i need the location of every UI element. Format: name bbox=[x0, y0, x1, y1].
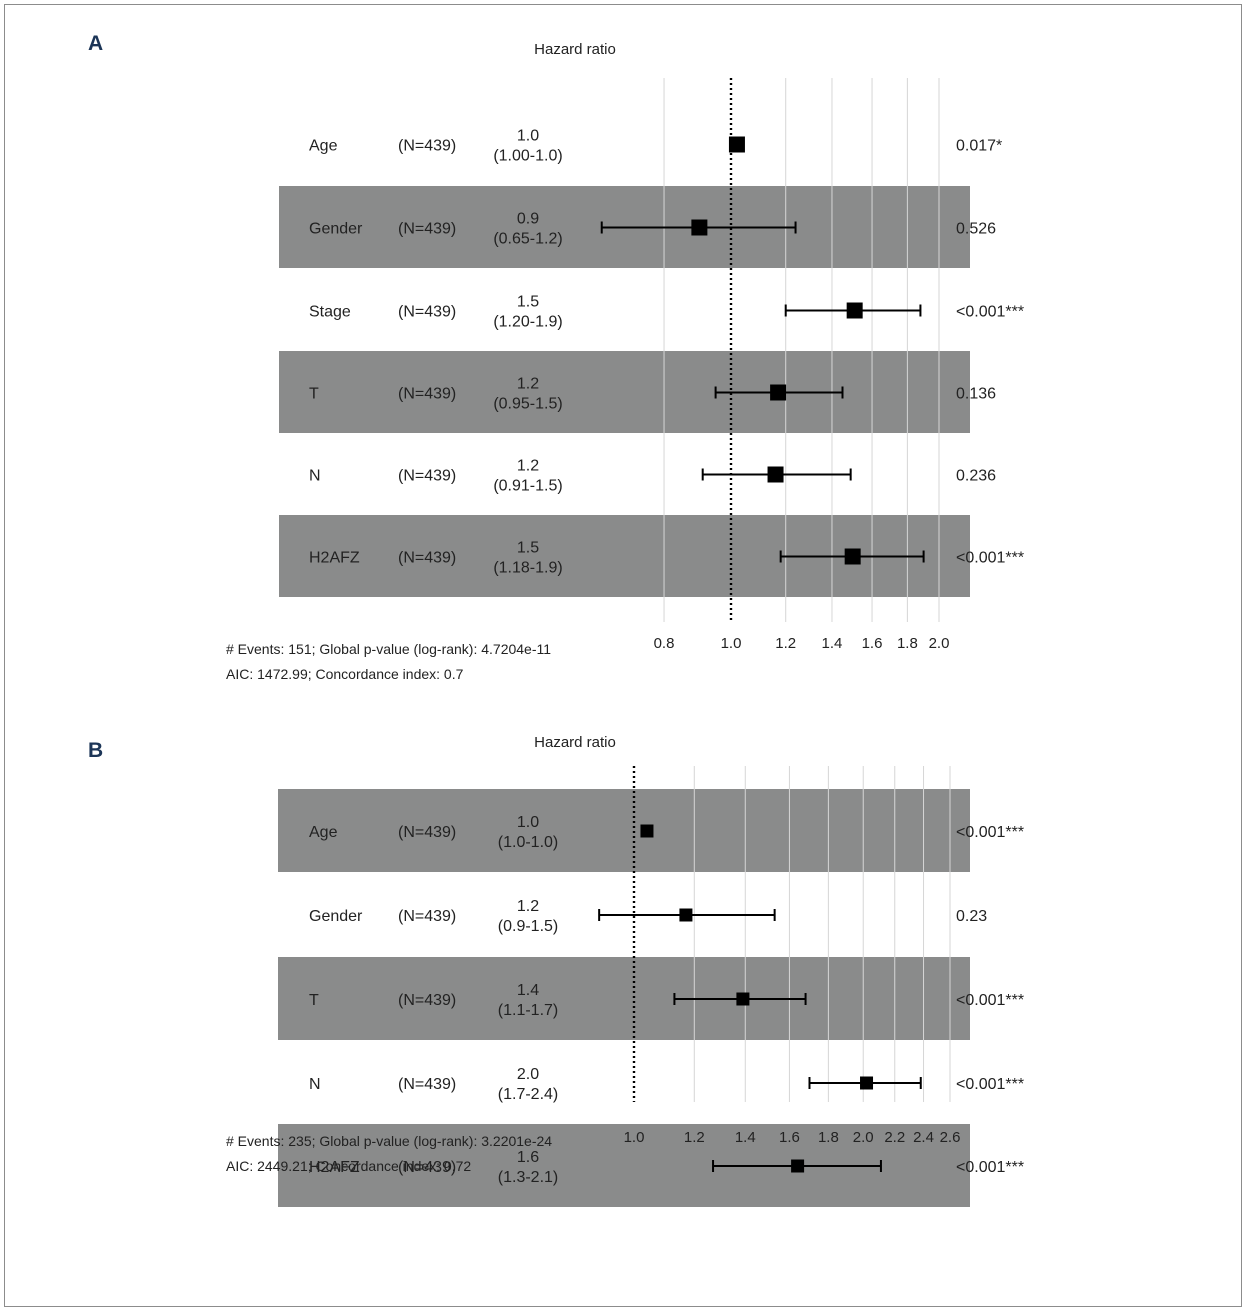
row-n: (N=439) bbox=[398, 386, 456, 403]
row-hr-label: 2.0 bbox=[517, 1066, 539, 1083]
row-hr-label: 1.6 bbox=[517, 1149, 539, 1166]
x-tick-label: 1.6 bbox=[779, 1129, 800, 1146]
row-p-value: <0.001*** bbox=[956, 1076, 1024, 1093]
x-tick-label: 1.8 bbox=[818, 1129, 839, 1146]
x-tick-label: 1.6 bbox=[862, 635, 883, 652]
x-tick-label: 2.2 bbox=[884, 1129, 905, 1146]
row-p-value: <0.001*** bbox=[956, 992, 1024, 1009]
row-hr-label: 1.2 bbox=[517, 458, 539, 475]
hr-marker bbox=[844, 548, 861, 565]
row-hr-label: 1.5 bbox=[517, 294, 539, 311]
row-p-value: 0.23 bbox=[956, 908, 987, 925]
x-tick-label: 2.6 bbox=[940, 1129, 961, 1146]
row-p-value: <0.001*** bbox=[956, 1159, 1024, 1176]
row-p-value: 0.526 bbox=[956, 221, 996, 238]
row-ci-label: (1.7-2.4) bbox=[498, 1086, 558, 1103]
row-n: (N=439) bbox=[398, 138, 456, 155]
row-variable: T bbox=[309, 386, 319, 403]
hr-marker bbox=[691, 219, 708, 236]
x-tick-label: 2.0 bbox=[853, 1129, 874, 1146]
row-ci-label: (0.9-1.5) bbox=[498, 918, 558, 935]
row-variable: N bbox=[309, 1076, 321, 1093]
row-n: (N=439) bbox=[398, 1076, 456, 1093]
row-variable: Gender bbox=[309, 908, 363, 925]
row-variable: Age bbox=[309, 138, 338, 155]
hr-marker bbox=[679, 908, 693, 922]
row-hr-label: 0.9 bbox=[517, 211, 539, 228]
axis-title: Hazard ratio bbox=[534, 734, 616, 751]
row-n: (N=439) bbox=[398, 908, 456, 925]
row-p-value: 0.017* bbox=[956, 138, 1002, 155]
row-variable: T bbox=[309, 992, 319, 1009]
row-variable: Stage bbox=[309, 304, 351, 321]
row-ci-label: (1.00-1.0) bbox=[493, 148, 562, 165]
row-n: (N=439) bbox=[398, 824, 456, 841]
x-tick-label: 1.0 bbox=[624, 1129, 645, 1146]
row-ci-label: (1.20-1.9) bbox=[493, 314, 562, 331]
forest-panel-b: B Hazard ratio Age (N=439) 1.0 (1.0-1.0) <0.00… bbox=[88, 734, 1024, 1207]
row-ci-label: (1.18-1.9) bbox=[493, 560, 562, 577]
x-tick-label: 1.8 bbox=[897, 635, 918, 652]
x-tick-label: 1.2 bbox=[775, 635, 796, 652]
x-tick-label: 1.4 bbox=[822, 635, 843, 652]
hr-marker bbox=[770, 384, 787, 401]
row-ci-label: (0.65-1.2) bbox=[493, 231, 562, 248]
x-tick-label: 1.2 bbox=[684, 1129, 705, 1146]
row-hr-label: 1.4 bbox=[517, 982, 539, 999]
row-ci-label: (1.0-1.0) bbox=[498, 834, 558, 851]
row-p-value: <0.001*** bbox=[956, 304, 1024, 321]
row-hr-label: 1.2 bbox=[517, 376, 539, 393]
row-variable: H2AFZ bbox=[309, 550, 360, 567]
axis-title: Hazard ratio bbox=[534, 41, 616, 58]
row-hr-label: 1.5 bbox=[517, 540, 539, 557]
row-n: (N=439) bbox=[398, 992, 456, 1009]
x-tick-label: 0.8 bbox=[654, 635, 675, 652]
row-variable: N bbox=[309, 468, 321, 485]
row-hr-label: 1.0 bbox=[517, 128, 539, 145]
row-n: (N=439) bbox=[398, 468, 456, 485]
x-tick-label: 1.4 bbox=[735, 1129, 756, 1146]
row-shade bbox=[279, 351, 970, 433]
footnote-line: # Events: 151; Global p-value (log-rank)… bbox=[226, 641, 551, 657]
row-p-value: 0.236 bbox=[956, 468, 996, 485]
row-ci-label: (0.91-1.5) bbox=[493, 478, 562, 495]
row-ci-label: (1.3-2.1) bbox=[498, 1169, 558, 1186]
row-ci-label: (0.95-1.5) bbox=[493, 396, 562, 413]
figure-frame bbox=[4, 4, 1242, 1307]
footnote-line: AIC: 1472.99; Concordance index: 0.7 bbox=[226, 666, 464, 682]
footnote-line: AIC: 2449.21; Concordance index: 0.72 bbox=[226, 1158, 471, 1174]
row-p-value: <0.001*** bbox=[956, 824, 1024, 841]
row-p-value: <0.001*** bbox=[956, 550, 1024, 567]
forest-panel-a: A Hazard ratio Age (N=439) 1.0 (1.00-1.0) 0.01… bbox=[88, 32, 1024, 682]
row-variable: H2AFZ bbox=[309, 1159, 360, 1176]
row-ci-label: (1.1-1.7) bbox=[498, 1002, 558, 1019]
hr-marker bbox=[728, 136, 745, 153]
panel-letter: B bbox=[88, 739, 103, 762]
hr-marker bbox=[846, 302, 863, 319]
hr-marker bbox=[640, 824, 654, 838]
row-n: (N=439) bbox=[398, 550, 456, 567]
row-n: (N=439) bbox=[398, 221, 456, 238]
footnote-line: # Events: 235; Global p-value (log-rank)… bbox=[226, 1133, 552, 1149]
row-shade bbox=[278, 957, 970, 1040]
row-p-value: 0.136 bbox=[956, 386, 996, 403]
panel-letter: A bbox=[88, 32, 103, 55]
hr-marker bbox=[767, 466, 784, 483]
row-n: (N=439) bbox=[398, 304, 456, 321]
hr-marker bbox=[860, 1076, 874, 1090]
x-tick-label: 2.4 bbox=[913, 1129, 934, 1146]
row-variable: Gender bbox=[309, 221, 363, 238]
row-variable: Age bbox=[309, 824, 338, 841]
hr-marker bbox=[791, 1159, 805, 1173]
row-hr-label: 1.0 bbox=[517, 814, 539, 831]
hr-marker bbox=[736, 992, 750, 1006]
row-n: (N=439) bbox=[398, 1159, 456, 1176]
x-tick-label: 2.0 bbox=[929, 635, 950, 652]
row-hr-label: 1.2 bbox=[517, 898, 539, 915]
x-tick-label: 1.0 bbox=[721, 635, 742, 652]
row-shade bbox=[278, 789, 970, 872]
